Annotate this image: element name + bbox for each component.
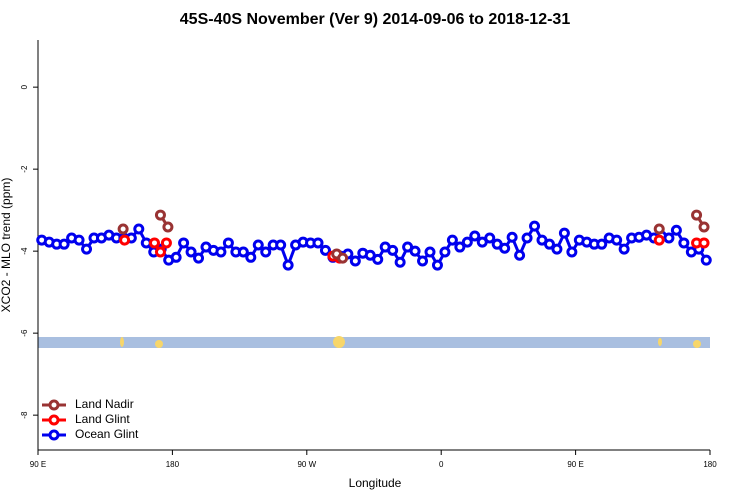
legend-marker [48,429,60,441]
x-tick-label: 90 E [567,460,583,469]
point [529,220,541,232]
point [154,246,166,258]
legend-marker [48,399,60,411]
point [618,243,630,255]
y-tick-label: -2 [20,165,29,173]
point [409,245,421,257]
x-axis-label: Longitude [349,476,402,490]
y-tick-label: -8 [20,411,29,419]
point [387,244,399,256]
point [119,234,131,246]
point [319,244,331,256]
point [178,237,190,249]
point [700,254,712,266]
point [58,238,70,250]
point [349,255,361,267]
point [282,259,294,271]
point [162,221,174,233]
point [148,237,160,249]
point [372,253,384,265]
point [698,221,710,233]
point [566,246,578,258]
point [117,223,129,235]
point [260,246,272,258]
y-axis-label: XCO2 - MLO trend (ppm) [0,178,13,313]
point [469,230,481,242]
legend-marker [48,414,60,426]
point [185,246,197,258]
point [81,243,93,255]
point [461,236,473,248]
point [611,234,623,246]
point [215,246,227,258]
legend-label: Land Glint [75,412,130,426]
point [222,237,234,249]
point [698,237,710,249]
point [678,237,690,249]
x-tick-label: 180 [166,460,180,469]
point [663,232,675,244]
point [252,239,264,251]
point [551,243,563,255]
point [521,232,533,244]
y-tick-label: -6 [20,329,29,337]
y-tick-label: -4 [20,247,29,255]
x-tick-label: 90 W [297,460,316,469]
point [237,246,249,258]
point [170,251,182,263]
x-tick-label: 180 [703,460,717,469]
point [431,259,443,271]
legend-label: Land Nadir [75,397,134,411]
point [193,252,205,264]
chart-title: 45S-40S November (Ver 9) 2014-09-06 to 2… [180,11,571,28]
point [424,246,436,258]
point [133,223,145,235]
point [439,246,451,258]
point [154,209,166,221]
point [543,238,555,250]
point [312,237,324,249]
point [484,232,496,244]
point [499,242,511,254]
x-tick-label: 90 E [30,460,46,469]
point [73,234,85,246]
point [446,234,458,246]
point [653,234,665,246]
point [394,256,406,268]
x-tick-label: 0 [439,460,444,469]
point [160,237,172,249]
point [245,251,257,263]
point [337,252,349,264]
y-tick-label: 0 [20,84,29,89]
point [514,249,526,261]
land-ocean-strip [38,336,710,348]
point [653,223,665,235]
point [670,224,682,236]
point [558,227,570,239]
point [691,209,703,221]
point [417,255,429,267]
legend-label: Ocean Glint [75,427,139,441]
point [275,239,287,251]
point [596,238,608,250]
point [454,241,466,253]
point [506,231,518,243]
